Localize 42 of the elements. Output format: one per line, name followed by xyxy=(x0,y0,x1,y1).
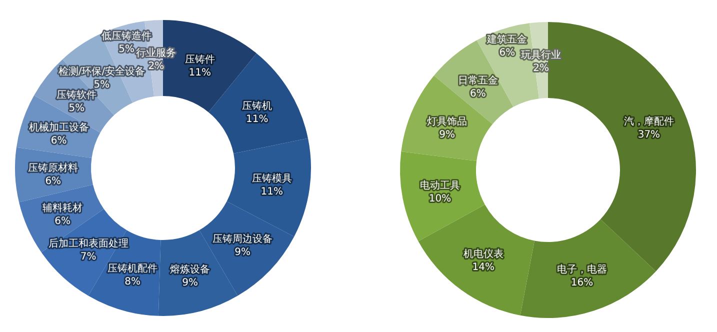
slice-label: 辅料耗材 xyxy=(42,202,83,214)
data-label: 9% xyxy=(439,129,455,140)
slice-label: 检测/环保/安全设备 xyxy=(58,66,146,78)
data-label: 11% xyxy=(246,114,268,126)
slice-label: 压铸机配件 xyxy=(108,262,158,275)
data-label: 37% xyxy=(638,129,660,140)
slice-label: 电动工具 xyxy=(420,180,460,192)
slice-label: 压铸周边设备 xyxy=(212,232,273,245)
slice-label: 日常五金 xyxy=(458,74,498,86)
slice-label: 建筑五金 xyxy=(486,33,528,46)
slice-label: 熔炼设备 xyxy=(170,264,210,276)
slice-label: 压铸原材料 xyxy=(28,162,78,174)
data-label: 6% xyxy=(45,176,62,188)
data-label: 7% xyxy=(80,252,96,263)
slice-label: 低压铸造件 xyxy=(102,30,152,42)
data-label: 9% xyxy=(182,278,198,289)
data-label: 11% xyxy=(188,67,212,78)
data-label: 6% xyxy=(54,216,70,227)
data-label: 11% xyxy=(260,186,284,198)
slice-label: 机械加工设备 xyxy=(28,122,89,134)
donut-slice xyxy=(520,219,656,318)
slice-label: 电子，电器 xyxy=(556,264,607,276)
data-label: 5% xyxy=(94,80,110,91)
data-label: 6% xyxy=(50,136,67,147)
data-label: 6% xyxy=(470,88,486,100)
donut-slice xyxy=(418,204,535,316)
slice-label: 压铸件 xyxy=(184,54,215,66)
data-label: 6% xyxy=(499,47,516,58)
data-label: 9% xyxy=(234,246,251,258)
data-label: 5% xyxy=(118,44,134,56)
data-label: 10% xyxy=(428,194,452,205)
slice-label: 压铸机 xyxy=(242,100,272,112)
data-label: 5% xyxy=(68,102,85,114)
data-label: 8% xyxy=(124,276,141,288)
slice-label: 压铸软件 xyxy=(56,88,97,101)
slice-label: 后加工和表面处理 xyxy=(48,238,128,250)
slice-label: 灯具饰品 xyxy=(427,115,468,128)
slice-label: 机电仪表 xyxy=(463,248,504,260)
data-label: 14% xyxy=(472,262,494,273)
slice-label: 汽，摩配件 xyxy=(624,115,674,128)
slice-label: 压铸模具 xyxy=(252,172,292,184)
data-label: 16% xyxy=(570,278,594,289)
